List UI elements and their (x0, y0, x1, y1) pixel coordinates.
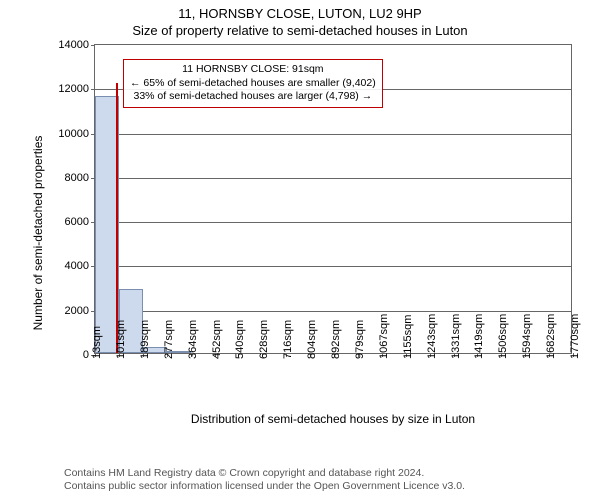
gridline (95, 222, 571, 223)
xtick-label: 1506sqm (497, 314, 509, 359)
ytick-mark (91, 89, 95, 90)
xtick-label: 277sqm (163, 320, 175, 359)
footer-line2: Contains public sector information licen… (64, 480, 465, 494)
xtick-label: 101sqm (115, 320, 127, 359)
annotation-box: 11 HORNSBY CLOSE: 91sqm ← 65% of semi-de… (123, 59, 383, 108)
ytick-label: 4000 (65, 260, 89, 272)
footer-line1: Contains HM Land Registry data © Crown c… (64, 467, 465, 481)
xtick-label: 1770sqm (569, 314, 581, 359)
gridline (95, 266, 571, 267)
gridline (95, 311, 571, 312)
ytick-label: 12000 (58, 83, 89, 95)
xtick-label: 892sqm (330, 320, 342, 359)
xtick-label: 13sqm (91, 326, 103, 359)
xtick-label: 1331sqm (450, 314, 462, 359)
y-axis-label: Number of semi-detached properties (31, 136, 45, 331)
xtick-label: 364sqm (187, 320, 199, 359)
chart-title-main: 11, HORNSBY CLOSE, LUTON, LU2 9HP (0, 0, 600, 21)
ytick-mark (91, 45, 95, 46)
xtick-label: 1243sqm (426, 314, 438, 359)
chart-title-sub: Size of property relative to semi-detach… (0, 21, 600, 42)
xtick-label: 1067sqm (378, 314, 390, 359)
xtick-label: 716sqm (282, 320, 294, 359)
annotation-line1: 11 HORNSBY CLOSE: 91sqm (130, 63, 376, 77)
xtick-label: 452sqm (211, 320, 223, 359)
x-axis-label: Distribution of semi-detached houses by … (94, 412, 572, 426)
ytick-label: 10000 (58, 128, 89, 140)
marker-line (116, 83, 118, 353)
ytick-label: 0 (83, 349, 89, 361)
chart-container: Number of semi-detached properties 02000… (38, 44, 578, 422)
xtick-label: 979sqm (354, 320, 366, 359)
xtick-label: 804sqm (306, 320, 318, 359)
xtick-label: 1682sqm (545, 314, 557, 359)
xtick-label: 1419sqm (473, 314, 485, 359)
gridline (95, 134, 571, 135)
xtick-label: 1594sqm (521, 314, 533, 359)
ytick-label: 8000 (65, 172, 89, 184)
gridline (95, 178, 571, 179)
footer-attribution: Contains HM Land Registry data © Crown c… (64, 467, 465, 494)
ytick-label: 6000 (65, 216, 89, 228)
xtick-label: 189sqm (139, 320, 151, 359)
xtick-label: 628sqm (258, 320, 270, 359)
xtick-label: 540sqm (234, 320, 246, 359)
ytick-label: 2000 (65, 305, 89, 317)
annotation-line2: ← 65% of semi-detached houses are smalle… (130, 77, 376, 91)
xtick-label: 1155sqm (402, 315, 414, 359)
ytick-label: 14000 (58, 39, 89, 51)
annotation-line3: 33% of semi-detached houses are larger (… (130, 90, 376, 104)
plot-area: 0200040006000800010000120001400013sqm101… (94, 44, 572, 354)
